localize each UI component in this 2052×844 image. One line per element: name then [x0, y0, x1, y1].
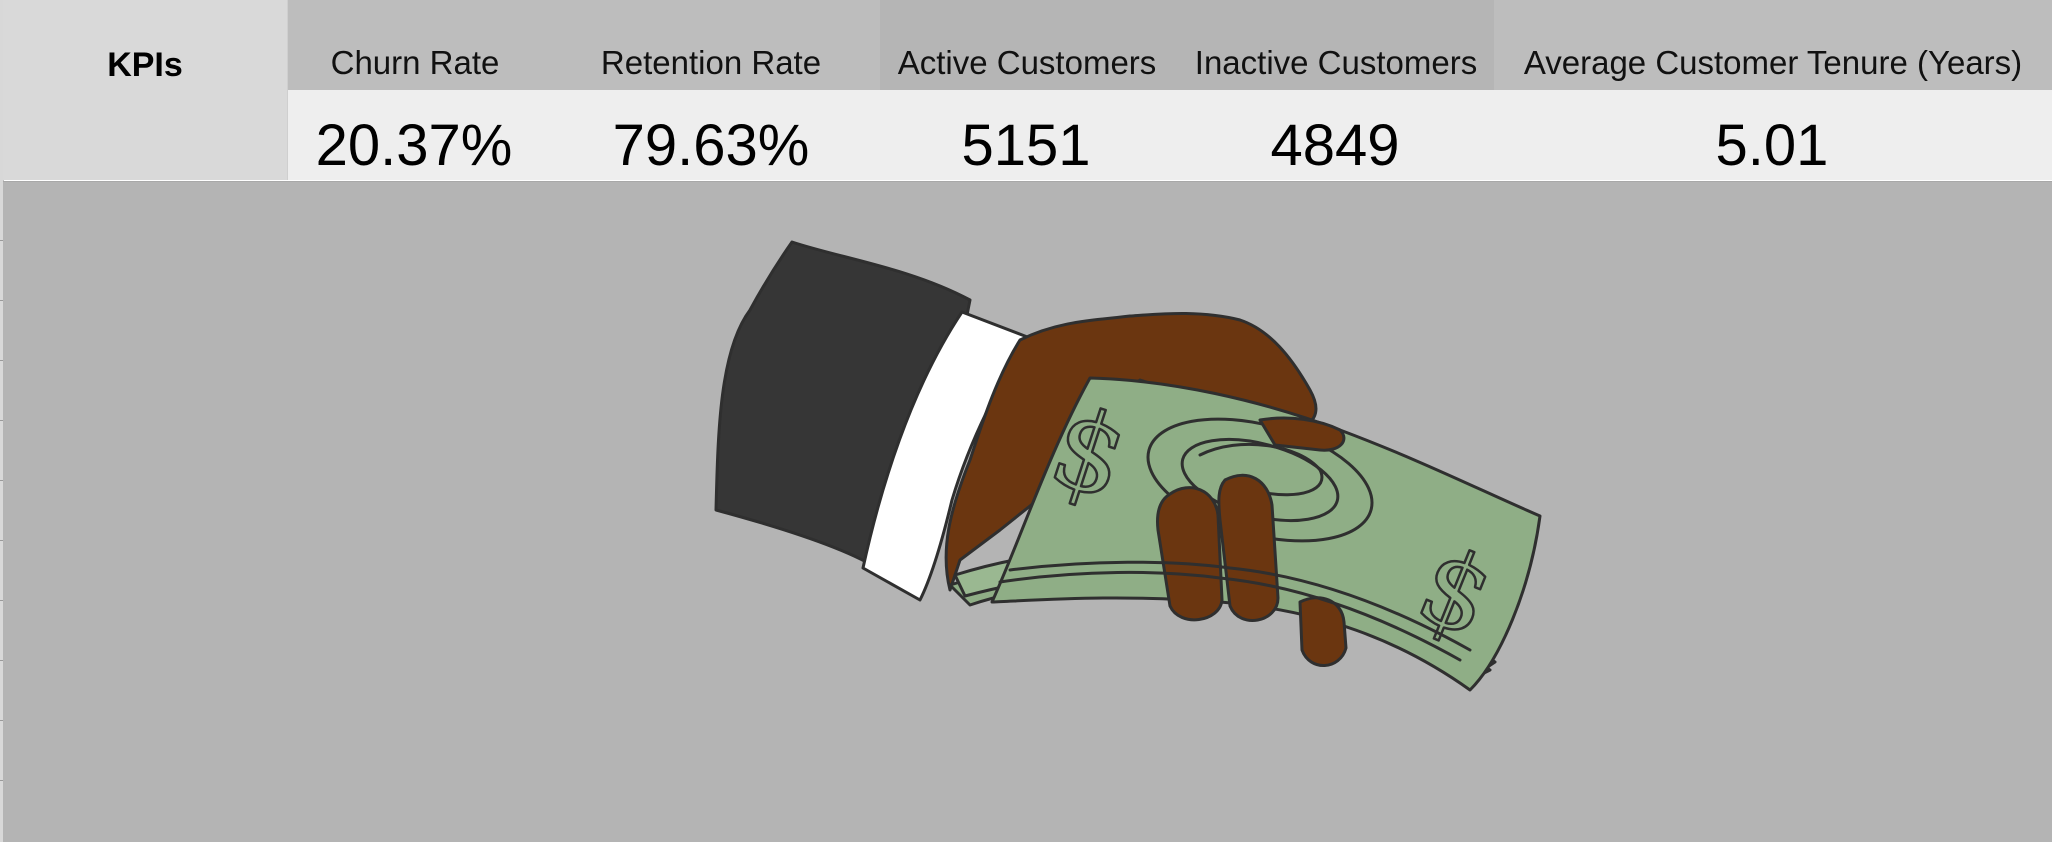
- retention-rate-value[interactable]: 79.63%: [612, 113, 810, 178]
- row-tick: [0, 360, 3, 361]
- dollar-sign-left: $: [1037, 381, 1143, 524]
- row-tick: [0, 660, 3, 661]
- thumb: [1258, 416, 1346, 452]
- row-tick: [0, 600, 3, 601]
- avg-tenure-header[interactable]: Average Customer Tenure (Years): [1523, 44, 2023, 81]
- row-tick: [0, 240, 3, 241]
- hand-holding-money-icon: $ $: [714, 240, 1542, 692]
- row-tick: [0, 420, 3, 421]
- row-tick: [0, 720, 3, 721]
- finger-1: [1156, 486, 1224, 622]
- active-customers-value[interactable]: 5151: [961, 113, 1091, 178]
- header-highlight-band: [880, 0, 1494, 90]
- active-customers-header[interactable]: Active Customers: [897, 44, 1157, 81]
- inactive-customers-header[interactable]: Inactive Customers: [1194, 44, 1478, 81]
- inactive-customers-value[interactable]: 4849: [1270, 113, 1400, 178]
- row-tick: [0, 300, 3, 301]
- hand: [944, 312, 1318, 592]
- kpis-label-cell[interactable]: KPIs: [3, 0, 288, 180]
- churn-rate-value[interactable]: 20.37%: [315, 113, 513, 178]
- row-tick: [0, 780, 3, 781]
- retention-rate-header[interactable]: Retention Rate: [600, 44, 822, 81]
- finger-2: [1217, 473, 1280, 622]
- row-tick: [0, 480, 3, 481]
- kpis-label: KPIs: [107, 46, 183, 84]
- avg-tenure-value[interactable]: 5.01: [1715, 113, 1829, 178]
- sheet-bottom-edge: [0, 842, 2052, 844]
- churn-rate-header[interactable]: Churn Rate: [330, 44, 500, 81]
- kpi-header-row: [288, 0, 2052, 90]
- finger-3: [1298, 596, 1348, 667]
- kpi-value-row: [288, 90, 2052, 180]
- canvas-area: [3, 181, 2052, 843]
- row-tick: [0, 540, 3, 541]
